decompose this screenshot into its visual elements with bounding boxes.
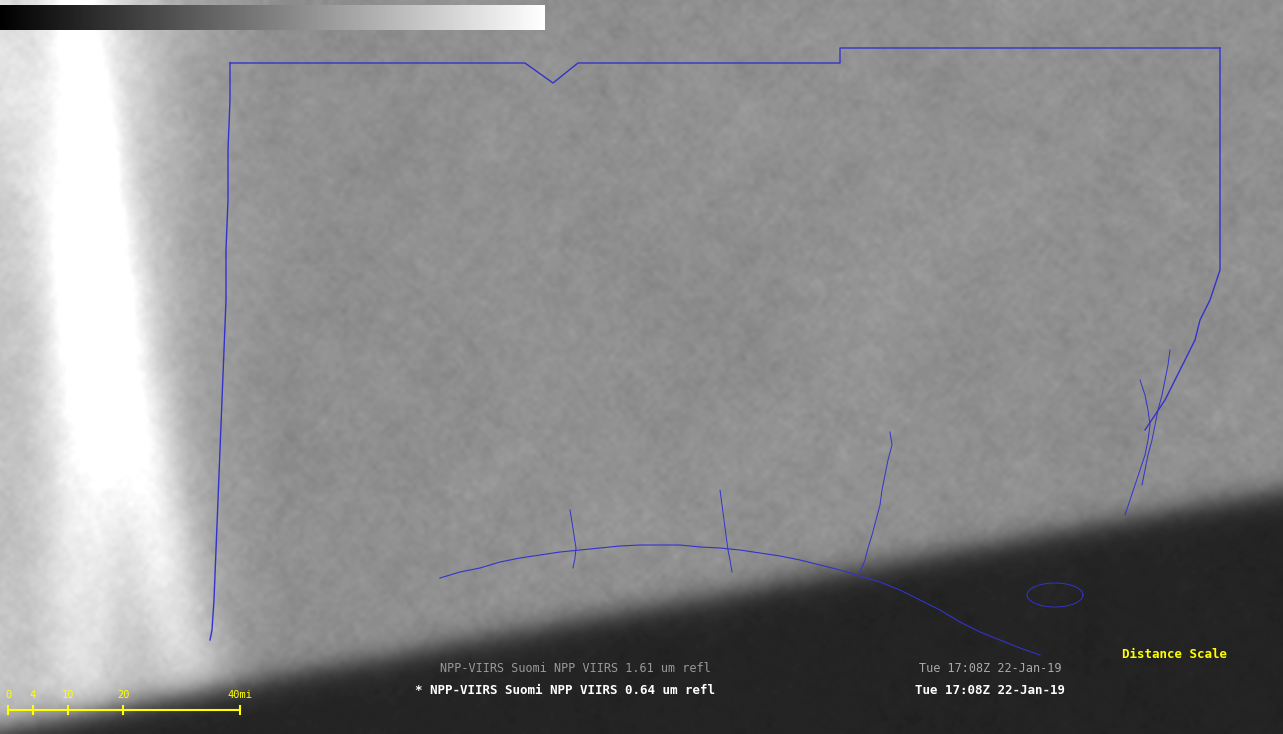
Text: Tue 17:08Z 22-Jan-19: Tue 17:08Z 22-Jan-19 — [915, 683, 1065, 697]
Text: * NPP-VIIRS Suomi NPP VIIRS 0.64 um refl: * NPP-VIIRS Suomi NPP VIIRS 0.64 um refl — [414, 683, 715, 697]
Text: Tue 17:08Z 22-Jan-19: Tue 17:08Z 22-Jan-19 — [919, 661, 1061, 675]
Text: 4: 4 — [30, 690, 36, 700]
Text: 40mi: 40mi — [227, 690, 253, 700]
Text: 10: 10 — [62, 690, 74, 700]
Text: 20: 20 — [117, 690, 130, 700]
Text: NPP-VIIRS Suomi NPP VIIRS 1.61 um refl: NPP-VIIRS Suomi NPP VIIRS 1.61 um refl — [440, 661, 711, 675]
Text: 0: 0 — [5, 690, 12, 700]
Text: Distance Scale: Distance Scale — [1123, 649, 1228, 661]
